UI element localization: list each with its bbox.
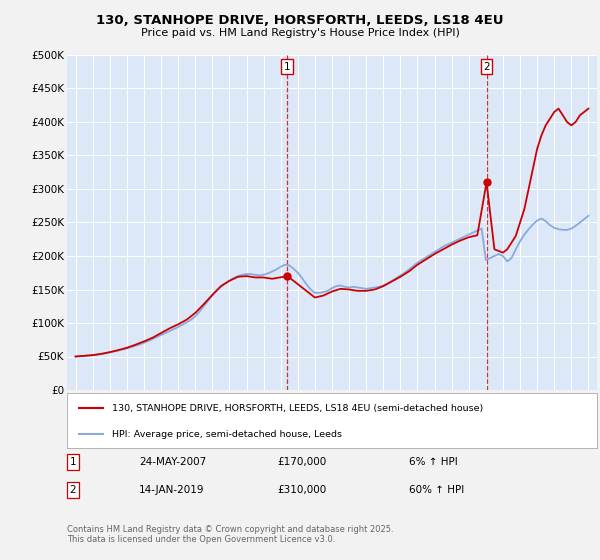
Text: 1: 1	[70, 457, 76, 467]
Text: Price paid vs. HM Land Registry's House Price Index (HPI): Price paid vs. HM Land Registry's House …	[140, 28, 460, 38]
Text: 2: 2	[483, 62, 490, 72]
Text: 60% ↑ HPI: 60% ↑ HPI	[409, 485, 464, 495]
Text: 130, STANHOPE DRIVE, HORSFORTH, LEEDS, LS18 4EU (semi-detached house): 130, STANHOPE DRIVE, HORSFORTH, LEEDS, L…	[112, 404, 484, 413]
Text: 6% ↑ HPI: 6% ↑ HPI	[409, 457, 458, 467]
Text: 2: 2	[70, 485, 76, 495]
Text: 14-JAN-2019: 14-JAN-2019	[139, 485, 205, 495]
Text: 130, STANHOPE DRIVE, HORSFORTH, LEEDS, LS18 4EU: 130, STANHOPE DRIVE, HORSFORTH, LEEDS, L…	[96, 14, 504, 27]
Text: 1: 1	[284, 62, 290, 72]
Text: Contains HM Land Registry data © Crown copyright and database right 2025.
This d: Contains HM Land Registry data © Crown c…	[67, 525, 394, 544]
Text: £310,000: £310,000	[277, 485, 326, 495]
Text: 24-MAY-2007: 24-MAY-2007	[139, 457, 206, 467]
Text: £170,000: £170,000	[277, 457, 326, 467]
Text: HPI: Average price, semi-detached house, Leeds: HPI: Average price, semi-detached house,…	[112, 430, 342, 438]
